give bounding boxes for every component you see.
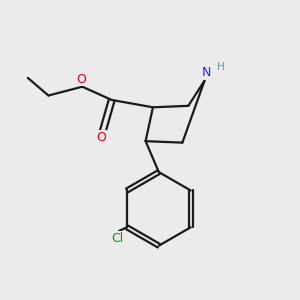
Text: O: O — [97, 131, 106, 144]
Text: H: H — [217, 62, 224, 72]
Text: N: N — [202, 66, 212, 79]
Text: Cl: Cl — [111, 232, 124, 245]
Text: O: O — [76, 73, 86, 86]
